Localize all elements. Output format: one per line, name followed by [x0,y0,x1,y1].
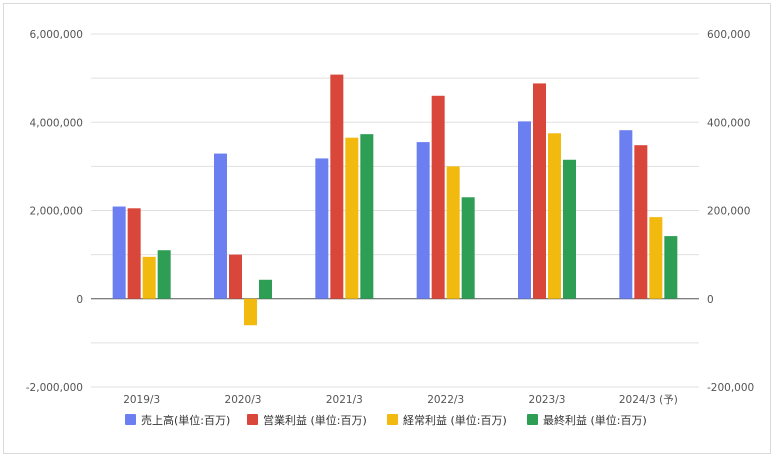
bar-3-2[interactable] [244,298,257,326]
bar-2-4[interactable] [431,95,445,299]
bars-layer [112,74,678,326]
legend-swatch [125,414,136,425]
bar-1-3[interactable] [315,158,329,299]
right-axis-tick-label: 200,000 [707,206,750,218]
x-axis-tick-label: 2019/3 [123,394,160,406]
bar-2-6[interactable] [634,145,648,299]
bar-4-1[interactable] [157,250,171,299]
bar-4-4[interactable] [461,197,475,299]
bar-2-1[interactable] [127,208,141,299]
right-axis-tick-label: 400,000 [707,117,750,129]
legend-swatch [527,414,538,425]
grid-layer [91,33,699,388]
legend-item-1[interactable]: 売上高(単位:百万) [125,413,230,427]
bar-4-2[interactable] [259,279,272,299]
right-axis-tick-label: 600,000 [707,29,750,41]
x-axis-tick-label: 2022/3 [427,394,464,406]
left-axis-tick-label: 2,000,000 [30,206,83,218]
chart-frame: -2,000,000 0 2,000,000 4,000,000 6,000,000 -2… [3,3,771,454]
bar-2-5[interactable] [533,83,546,299]
combo-bar-chart: -2,000,000 0 2,000,000 4,000,000 6,000,000 -2… [26,29,754,427]
bar-3-3[interactable] [345,137,359,299]
legend-item-2[interactable]: 営業利益 (単位:百万) [247,413,367,427]
legend-item-4[interactable]: 最終利益 (単位:百万) [527,413,647,427]
legend-item-3[interactable]: 経常利益 (単位:百万) [387,413,507,427]
bar-2-3[interactable] [330,74,344,299]
bar-3-5[interactable] [548,133,561,299]
bar-1-5[interactable] [518,121,531,299]
right-axis-tick-label: 0 [707,294,714,306]
left-axis-tick-label: 0 [76,294,83,306]
left-axis-tick-label: -2,000,000 [26,382,83,394]
right-axis-tick-label: -200,000 [707,382,754,394]
bar-1-2[interactable] [214,153,227,299]
legend-swatch [387,414,398,425]
bar-3-1[interactable] [142,256,156,299]
legend-label: 営業利益 (単位:百万) [263,413,367,427]
bar-1-6[interactable] [619,130,633,299]
x-axis-tick-label: 2023/3 [529,394,566,406]
axis-layer: -2,000,000 0 2,000,000 4,000,000 6,000,000 -2… [26,29,754,406]
x-axis-tick-label: 2020/3 [225,394,262,406]
bar-3-6[interactable] [649,217,663,299]
legend-label: 経常利益 (単位:百万) [403,413,507,427]
bar-4-5[interactable] [563,159,576,299]
x-axis-tick-label: 2021/3 [326,394,363,406]
left-axis-tick-label: 4,000,000 [30,117,83,129]
legend-label: 売上高(単位:百万) [141,413,230,427]
legend-label: 最終利益 (単位:百万) [543,413,647,427]
bar-4-6[interactable] [664,236,678,299]
left-axis-tick-label: 6,000,000 [30,29,83,41]
legend-swatch [247,414,258,425]
x-axis-tick-label: 2024/3 (予) [619,394,678,406]
bar-3-4[interactable] [446,166,460,299]
bar-4-3[interactable] [360,134,374,299]
legend: 売上高(単位:百万) 営業利益 (単位:百万) 経常利益 (単位:百万) 最終利益 (… [125,413,647,427]
bar-1-1[interactable] [112,206,126,299]
bar-2-2[interactable] [229,254,242,299]
bar-1-4[interactable] [416,142,430,299]
